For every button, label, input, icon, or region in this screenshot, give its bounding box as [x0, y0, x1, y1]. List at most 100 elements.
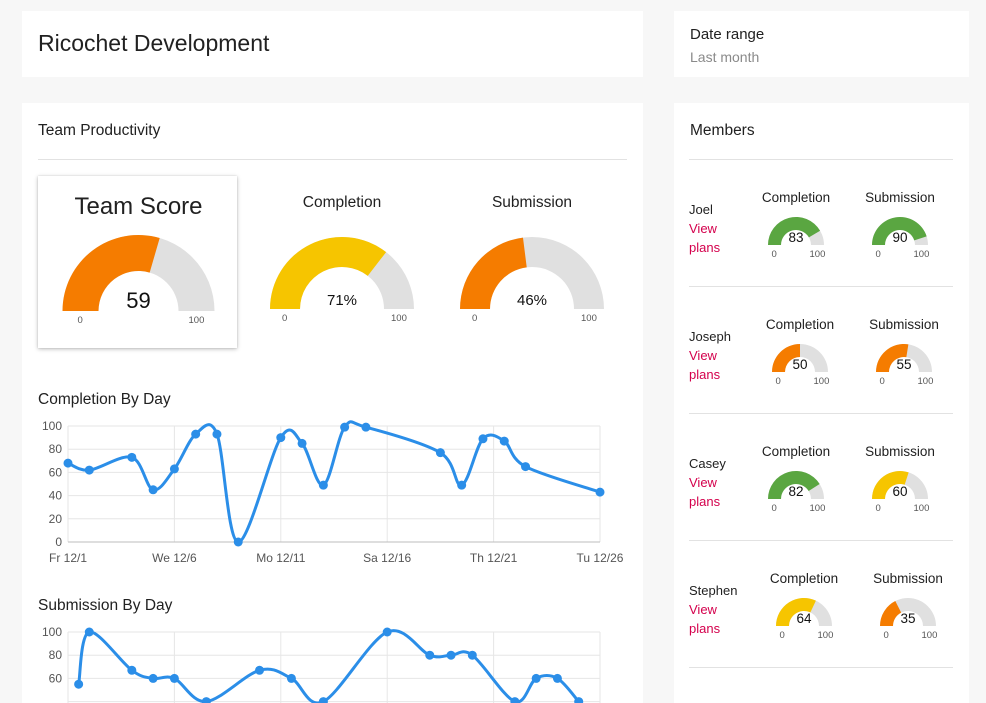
member-submission-gauge-value: 90	[892, 230, 908, 245]
data-point	[499, 436, 509, 446]
gauge-max-label: 100	[913, 249, 930, 260]
series-line	[77, 629, 580, 703]
data-point	[233, 537, 243, 547]
completion-gauge: Completion 71% 0 100	[270, 194, 414, 324]
data-point	[201, 697, 211, 703]
y-tick-label: 100	[42, 625, 62, 639]
member-row: Casey View plans Completion 82 0 100 Submissio…	[674, 414, 969, 541]
y-tick-label: 60	[49, 465, 63, 479]
member-submission-gauge-title: Submission	[865, 190, 935, 205]
gauge-min-label: 0	[77, 315, 83, 326]
view-plans-link[interactable]: View plans	[689, 221, 721, 255]
completion-gauge-arc	[270, 237, 414, 309]
y-tick-label: 80	[49, 648, 63, 662]
data-point	[425, 650, 435, 660]
series-line	[67, 420, 601, 544]
view-plans-link[interactable]: View plans	[689, 602, 721, 636]
data-point	[340, 422, 350, 432]
member-submission-gauge: Submission 55 0 100	[864, 317, 944, 387]
member-row: Stephen View plans Completion 64 0 100 Submiss…	[674, 541, 969, 668]
date-range-value[interactable]: Last month	[690, 49, 760, 65]
member-submission-gauge: Submission 35 0 100	[868, 571, 948, 641]
divider	[689, 667, 953, 668]
divider	[689, 286, 953, 287]
x-tick-label: Th 12/21	[470, 551, 518, 565]
gauge-max-label: 100	[391, 313, 407, 324]
members-card: Members Joel View plans Completion 83 0 100 Su…	[674, 103, 969, 703]
x-tick-label: Tu 12/26	[577, 551, 624, 565]
view-plans-link[interactable]: View plans	[689, 348, 721, 382]
gauge-min-label: 0	[472, 313, 478, 324]
team-score-gauge-arc	[62, 235, 215, 311]
data-point	[446, 650, 456, 660]
date-range-card[interactable]: Date range Last month	[674, 11, 969, 77]
member-submission-gauge-title: Submission	[869, 317, 939, 332]
data-point	[531, 673, 541, 683]
data-point	[169, 464, 179, 474]
member-completion-gauge-title: Completion	[761, 190, 831, 205]
data-point	[552, 673, 562, 683]
gauge-fill	[460, 237, 527, 309]
y-tick-label: 40	[49, 489, 63, 503]
completion-by-day-chart: 0 20 40 60 80 100 Fr 12/1 We 12/6 Mo 12/11 Sa 12/…	[22, 416, 643, 581]
y-tick-label: 60	[49, 671, 63, 685]
data-point	[435, 448, 445, 458]
member-name: Joel	[689, 202, 713, 217]
data-point	[276, 433, 286, 443]
gauge-max-label: 100	[813, 376, 830, 387]
page-title: Ricochet Development	[38, 30, 270, 56]
member-submission-gauge: Submission 90 0 100	[860, 190, 940, 260]
gauge-min-label: 0	[883, 630, 889, 641]
x-tick-label: Sa 12/16	[363, 551, 411, 565]
data-point	[127, 452, 137, 462]
member-completion-gauge: Completion 50 0 100	[760, 317, 840, 387]
gauge-max-label: 100	[917, 376, 934, 387]
gauge-fill	[270, 237, 387, 309]
view-plans-link[interactable]: View plans	[689, 475, 721, 509]
data-point	[457, 480, 467, 490]
gauge-max-label: 100	[581, 313, 597, 324]
member-name: Stephen	[689, 583, 738, 598]
divider	[38, 159, 627, 160]
x-tick-label: Mo 12/11	[256, 551, 305, 565]
member-completion-gauge: Completion 64 0 100	[764, 571, 844, 641]
member-submission-gauge-value: 55	[896, 357, 912, 372]
data-point	[361, 422, 371, 432]
gauge-fill	[876, 344, 909, 372]
team-score-gauge: Team Score 59 0 100	[62, 193, 215, 333]
y-tick-label: 20	[49, 512, 63, 526]
data-point	[74, 679, 84, 689]
member-name: Joseph	[689, 329, 731, 344]
member-completion-gauge-arc	[772, 344, 828, 372]
member-completion-gauge-title: Completion	[769, 571, 839, 586]
gauge-min-label: 0	[779, 630, 785, 641]
submission-gauge: Submission 46% 0 100	[460, 194, 604, 324]
x-tick-label: We 12/6	[152, 551, 197, 565]
gauge-fill	[872, 216, 927, 245]
member-completion-gauge-value: 64	[796, 611, 812, 626]
member-completion-gauge-arc	[768, 471, 824, 499]
gauge-fill	[880, 601, 902, 626]
gauge-fill	[768, 217, 821, 245]
data-point	[478, 434, 488, 444]
data-point	[212, 429, 222, 439]
data-point	[84, 627, 94, 637]
member-completion-gauge: Completion 82 0 100	[756, 444, 836, 514]
gauge-fill	[872, 471, 909, 499]
gauge-min-label: 0	[282, 313, 288, 324]
member-completion-gauge-title: Completion	[761, 444, 831, 459]
gauge-fill	[772, 344, 800, 372]
submission-gauge-arc	[460, 237, 604, 309]
member-submission-gauge-title: Submission	[865, 444, 935, 459]
gauge-min-label: 0	[775, 376, 781, 387]
member-name: Casey	[689, 456, 726, 471]
member-completion-gauge-value: 50	[792, 357, 808, 372]
submission-gauge-title: Submission	[491, 194, 573, 211]
gauge-min-label: 0	[771, 249, 777, 260]
member-completion-gauge-arc	[768, 217, 824, 245]
gauge-max-label: 100	[817, 630, 834, 641]
gauge-min-label: 0	[771, 503, 777, 514]
gauge-fill	[62, 235, 160, 311]
y-tick-label: 0	[55, 535, 62, 549]
date-range-label: Date range	[690, 26, 765, 43]
